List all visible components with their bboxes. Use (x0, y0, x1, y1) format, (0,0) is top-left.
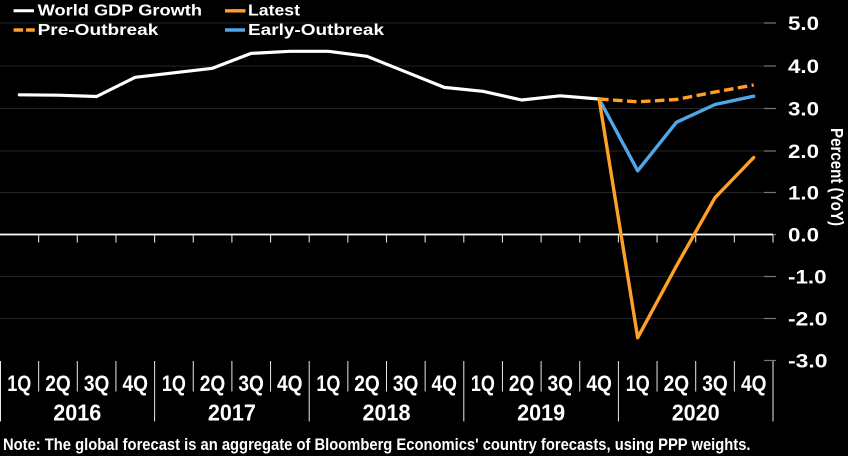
svg-text:-2.0: -2.0 (788, 309, 828, 331)
svg-text:Percent (YoY): Percent (YoY) (827, 128, 847, 226)
svg-text:2Q: 2Q (45, 371, 71, 396)
svg-text:2018: 2018 (363, 400, 411, 426)
svg-text:4Q: 4Q (741, 371, 767, 396)
svg-text:-1.0: -1.0 (788, 267, 827, 289)
svg-text:Note: The global forecast is: Note: The global forecast is an aggregat… (3, 436, 751, 454)
svg-text:2.0: 2.0 (788, 141, 819, 163)
svg-text:Early-Outbreak: Early-Outbreak (248, 22, 384, 39)
svg-text:3Q: 3Q (84, 371, 110, 396)
svg-text:1Q: 1Q (7, 371, 31, 396)
svg-text:Pre-Outbreak: Pre-Outbreak (38, 22, 159, 39)
svg-text:2019: 2019 (517, 400, 565, 426)
svg-text:2017: 2017 (208, 400, 256, 426)
svg-text:3Q: 3Q (393, 371, 419, 396)
svg-text:2020: 2020 (672, 400, 720, 426)
svg-text:2Q: 2Q (200, 371, 226, 396)
svg-text:4Q: 4Q (277, 371, 303, 396)
svg-text:World GDP Growth: World GDP Growth (38, 3, 202, 20)
svg-text:4Q: 4Q (586, 371, 612, 396)
svg-text:0.0: 0.0 (788, 225, 819, 247)
svg-text:3.0: 3.0 (788, 99, 819, 121)
svg-text:2Q: 2Q (509, 371, 535, 396)
svg-text:4.0: 4.0 (788, 56, 819, 78)
svg-text:-3.0: -3.0 (788, 351, 828, 373)
svg-text:1.0: 1.0 (788, 183, 819, 205)
svg-text:2Q: 2Q (664, 371, 690, 396)
svg-text:1Q: 1Q (471, 371, 495, 396)
svg-text:3Q: 3Q (547, 371, 573, 396)
svg-text:2Q: 2Q (354, 371, 380, 396)
svg-text:2016: 2016 (53, 400, 101, 426)
svg-text:4Q: 4Q (432, 371, 458, 396)
svg-text:1Q: 1Q (626, 371, 650, 396)
svg-text:3Q: 3Q (702, 371, 728, 396)
svg-text:1Q: 1Q (162, 371, 186, 396)
svg-text:Latest: Latest (248, 3, 301, 20)
svg-text:5.0: 5.0 (788, 13, 819, 35)
svg-text:3Q: 3Q (238, 371, 264, 396)
svg-text:4Q: 4Q (122, 371, 148, 396)
svg-text:1Q: 1Q (316, 371, 340, 396)
